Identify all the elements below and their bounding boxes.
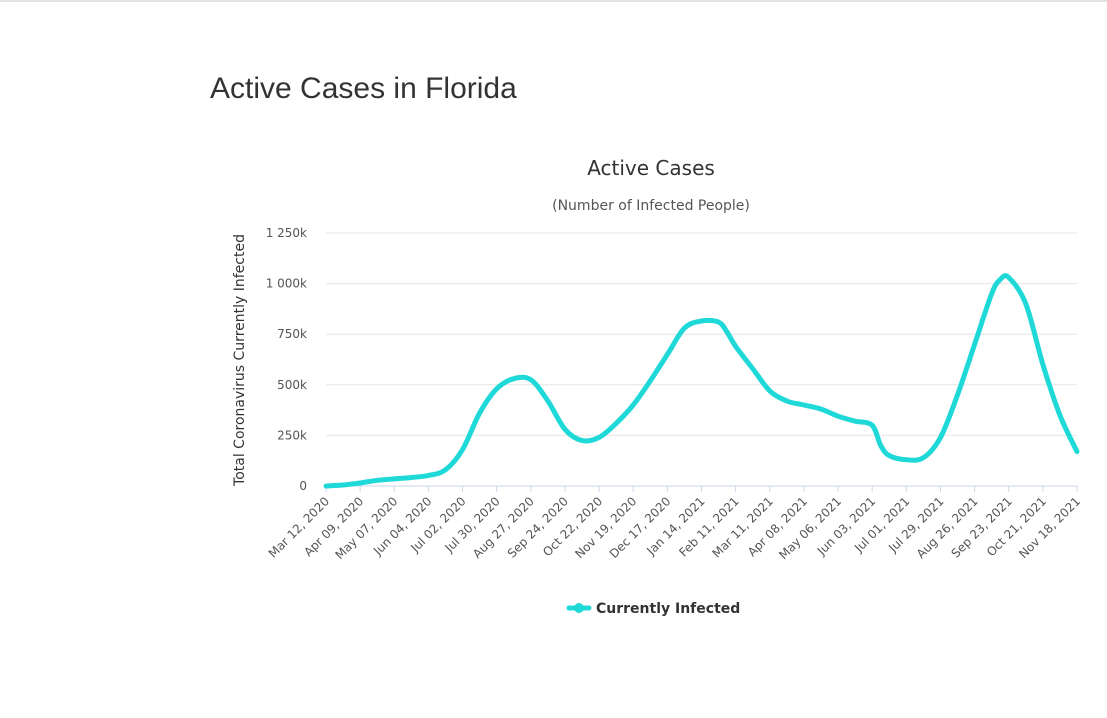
x-tick-label: Oct 21, 2021 [984,494,1049,559]
y-axis-ticks: 0 250k 500k 750k 1 000k 1 250k [266,226,307,493]
y-tick-label: 500k [277,378,307,392]
chart-subtitle: (Number of Infected People) [552,198,750,214]
y-axis-title: Total Coronavirus Currently Infected [232,234,248,487]
y-tick-label: 1 000k [266,277,307,291]
y-tick-label: 250k [277,428,307,442]
legend-marker-dot [574,603,584,613]
legend-label: Currently Infected [596,601,740,617]
y-tick-label: 750k [277,327,307,341]
grid-lines [326,232,1077,487]
chart-title: Active Cases [587,156,715,180]
series-layer [323,273,1080,489]
x-tick-label: Nov 18, 2021 [1016,494,1083,561]
legend[interactable]: Currently Infected [566,601,740,617]
x-tick-label: Apr 09, 2020 [301,494,366,559]
top-divider [0,0,1107,2]
x-tick-label: Apr 08, 2021 [745,494,810,559]
y-tick-label: 0 [299,479,307,493]
page-title: Active Cases in Florida [210,72,517,105]
x-tick-label: Oct 22, 2020 [540,494,605,559]
y-tick-label: 1 250k [266,226,307,240]
series-line-currently-infected [323,273,1080,489]
